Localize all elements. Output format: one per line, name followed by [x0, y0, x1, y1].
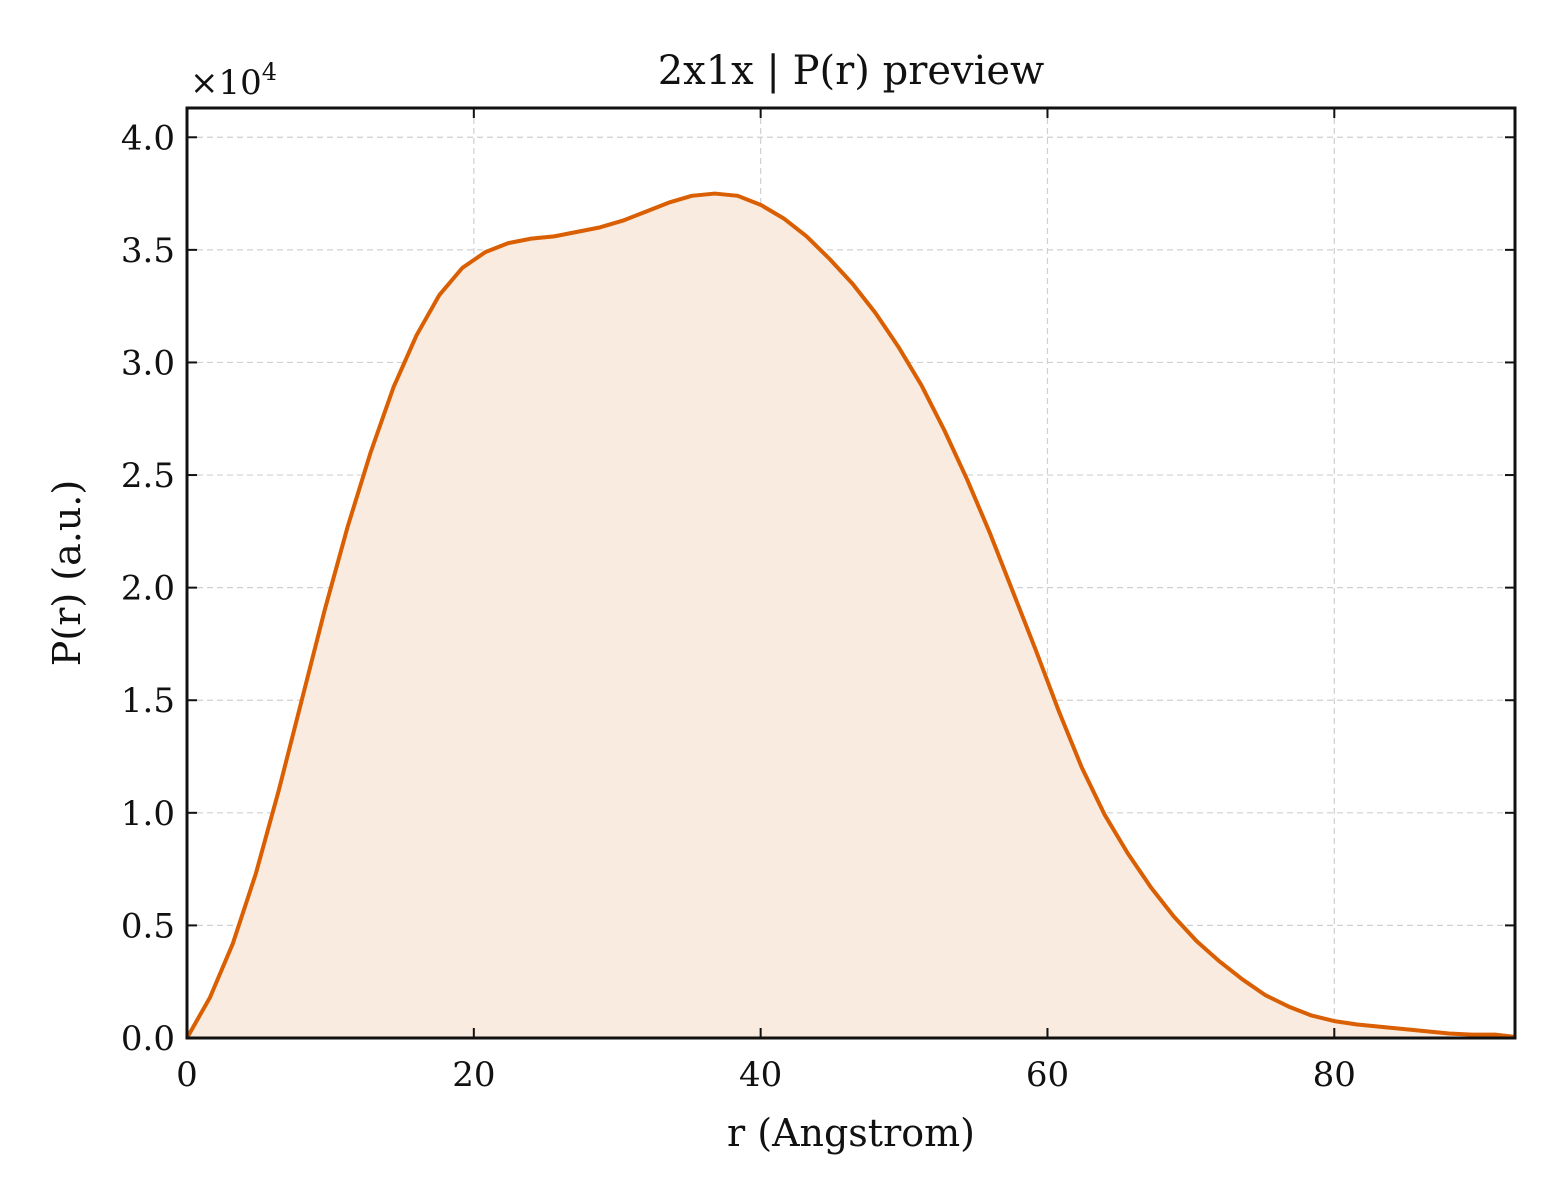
y-tick-label: 0.5: [121, 906, 175, 946]
plot-frame: [185, 106, 1517, 1040]
chart-title: 2x1x | P(r) preview: [658, 48, 1045, 94]
x-tick-label: 40: [739, 1055, 782, 1095]
area-fill: [187, 193, 1515, 1038]
y-tick-label: 2.5: [121, 456, 175, 496]
x-tick-label: 60: [1026, 1055, 1069, 1095]
y-tick-label: 3.5: [121, 231, 175, 271]
series-line: [185, 191, 1516, 1039]
x-tick-label: 80: [1313, 1055, 1356, 1095]
y-tick-label: 3.0: [121, 343, 175, 383]
y-multiplier-exponent: 4: [262, 58, 277, 86]
x-tick-label: 0: [176, 1055, 198, 1095]
y-tick-label: 0.0: [121, 1019, 175, 1059]
tick-labels: 0 20 40 60 80 0.0 0.5 1.0 1.5 2.0 2.5 3.0 3.5 4.0: [121, 118, 1356, 1095]
y-tick-label: 2.0: [121, 569, 175, 609]
x-axis-label: r (Angstrom): [727, 1111, 975, 1155]
y-multiplier-base: ×10: [190, 63, 262, 103]
x-tick-label: 20: [452, 1055, 495, 1095]
y-tick-label: 1.0: [121, 794, 175, 834]
y-multiplier: ×104: [190, 58, 277, 103]
y-axis-label: P(r) (a.u.): [45, 480, 89, 666]
y-tick-label: 1.5: [121, 681, 175, 721]
y-tick-label: 4.0: [121, 118, 175, 158]
